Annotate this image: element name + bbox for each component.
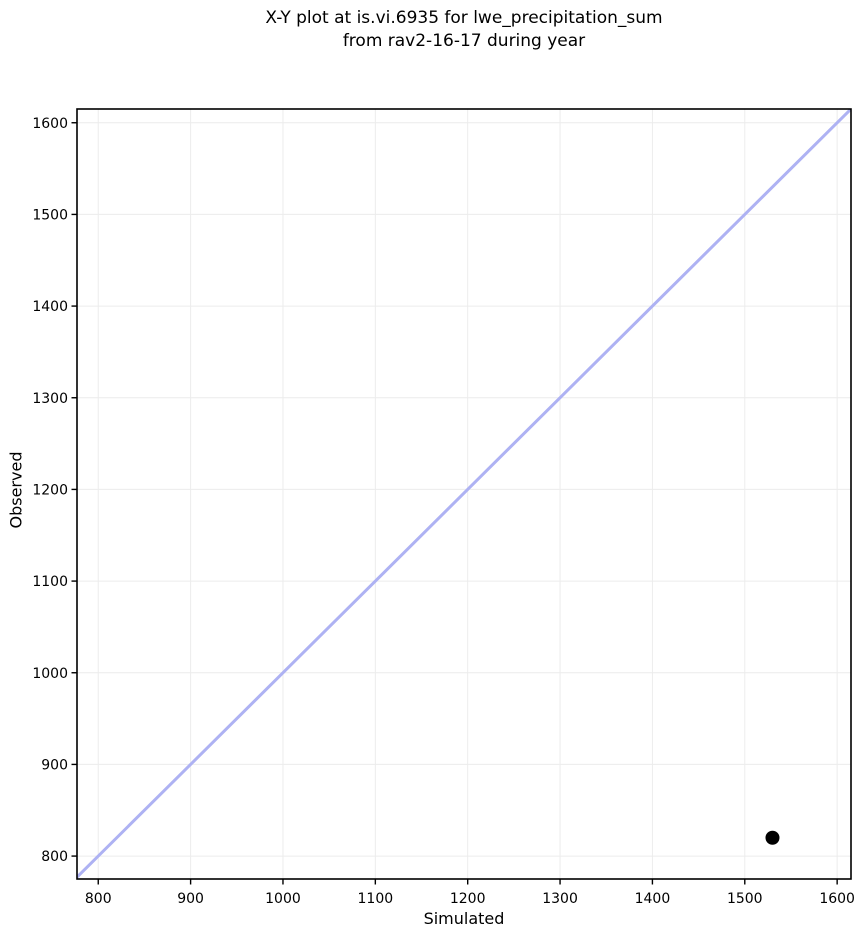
- y-tick-label: 800: [41, 849, 68, 865]
- x-tick-label: 900: [177, 891, 204, 907]
- x-axis-label: Simulated: [423, 909, 505, 928]
- x-tick-label: 1500: [727, 891, 763, 907]
- y-tick-label: 1500: [32, 207, 68, 223]
- y-tick-label: 1300: [32, 391, 68, 407]
- y-tick-label: 1200: [32, 482, 68, 498]
- axes-spines: [76, 108, 852, 880]
- chart-title-line-1: X-Y plot at is.vi.6935 for lwe_precipita…: [265, 8, 663, 28]
- chart-title-line-2: from rav2-16-17 during year: [342, 31, 586, 51]
- x-tick-label: 1400: [635, 891, 671, 907]
- x-tick-label: 1000: [265, 891, 301, 907]
- x-tick-label: 1600: [819, 891, 855, 907]
- x-tick-label: 1200: [450, 891, 486, 907]
- y-axis-label: Observed: [6, 451, 26, 529]
- y-tick-label: 1600: [32, 116, 68, 132]
- y-tick-label: 1000: [32, 666, 68, 682]
- chart-title: X-Y plot at is.vi.6935 for lwe_precipita…: [77, 7, 851, 53]
- x-tick-label: 1300: [542, 891, 578, 907]
- y-tick-label: 1400: [32, 299, 68, 315]
- identity-line: [77, 109, 851, 879]
- y-tick-label: 1100: [32, 574, 68, 590]
- data-point: [765, 830, 780, 845]
- x-tick-label: 800: [85, 891, 112, 907]
- x-tick-label: 1100: [358, 891, 394, 907]
- y-tick-label: 900: [41, 757, 68, 773]
